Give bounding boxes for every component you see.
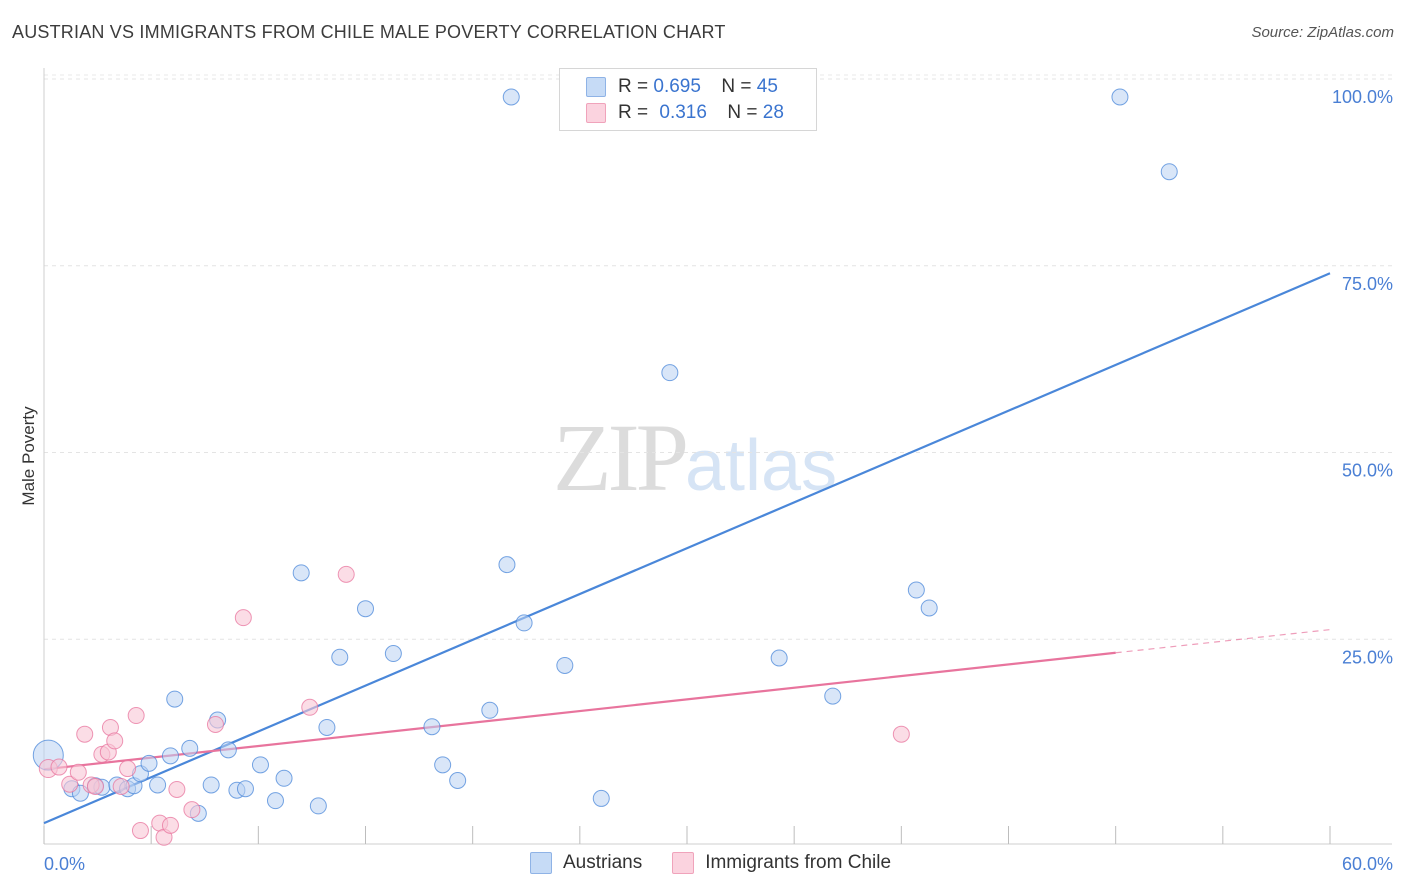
chile-point — [119, 760, 137, 778]
x-tick-label: 60.0% — [1342, 854, 1393, 874]
austrians-point — [481, 701, 499, 719]
chile-point — [301, 698, 319, 716]
austrians-point — [161, 747, 179, 765]
x-tick-label: 0.0% — [44, 854, 85, 874]
austrians-point — [661, 364, 679, 382]
watermark-atlas: atlas — [685, 426, 838, 506]
austrians-point — [202, 776, 220, 794]
austrians-point — [502, 88, 520, 106]
austrians-point — [434, 756, 452, 774]
chile-point — [86, 777, 104, 795]
austrians-point — [181, 739, 199, 757]
chile-point — [112, 777, 130, 795]
tick-labels: 0.0% 60.0% 25.0% 50.0% 75.0% 100.0% Male Pover… — [19, 87, 1393, 874]
grid — [44, 74, 1392, 640]
legend-n-label: N = — [721, 76, 752, 97]
correlation-legend: R = 0.695 N = 45 R = 0.316 N = 28 — [559, 68, 817, 131]
austrians-point — [1160, 163, 1178, 181]
austrians-point — [1111, 88, 1129, 106]
austrians-point — [592, 789, 610, 807]
y-axis-label: Male Poverty — [19, 406, 38, 506]
chart-title: AUSTRIAN VS IMMIGRANTS FROM CHILE MALE P… — [12, 22, 726, 42]
chile-point — [234, 609, 252, 627]
chile-point — [161, 816, 179, 834]
chile-point — [50, 758, 68, 776]
series-legend: Austrians Immigrants from Chile — [530, 852, 921, 874]
austrians-swatch — [586, 77, 606, 97]
austrians-point — [423, 718, 441, 736]
axes — [43, 68, 1392, 845]
data-points — [32, 88, 1178, 846]
austrians-point — [266, 792, 284, 810]
austrians-point — [140, 754, 158, 772]
legend-item-chile[interactable]: Immigrants from Chile — [672, 852, 891, 874]
legend-row-chile: R = 0.316 N = 28 — [586, 100, 784, 126]
austrians-point — [498, 556, 516, 574]
austrians-point — [309, 797, 327, 815]
austrians-point — [907, 581, 925, 599]
chile-point — [168, 780, 186, 798]
watermark-zip: ZIP — [553, 404, 689, 511]
austrians-point — [236, 780, 254, 798]
austrians-point — [449, 772, 467, 790]
chile-point — [131, 822, 149, 840]
austrians-trend-line — [43, 272, 1331, 825]
austrians-point — [275, 769, 293, 787]
legend-r-label: R = — [618, 76, 649, 97]
austrians-point — [292, 564, 310, 582]
legend-row-austrians: R = 0.695 N = 45 — [586, 74, 778, 100]
chile-trend-extension — [1115, 629, 1331, 654]
trend-lines — [43, 272, 1331, 825]
legend-item-austrians[interactable]: Austrians — [530, 852, 642, 874]
chile-swatch — [672, 852, 695, 874]
austrians-point — [219, 741, 237, 759]
legend-r-label: R = — [618, 102, 649, 123]
austrians-point — [770, 649, 788, 667]
austrians-point — [166, 690, 184, 708]
legend-n-label: N = — [727, 102, 758, 123]
y-tick-label: 25.0% — [1342, 647, 1393, 667]
y-tick-label: 100.0% — [1332, 87, 1393, 107]
chile-point — [106, 732, 124, 750]
chile-trend-line — [43, 651, 1116, 771]
legend-label: Austrians — [563, 852, 643, 873]
austrians-point — [515, 614, 533, 632]
y-tick-label: 50.0% — [1342, 461, 1393, 481]
source-label: Source: ZipAtlas.com — [1251, 24, 1394, 41]
austrians-swatch — [530, 852, 552, 874]
chile-point — [61, 775, 79, 793]
chile-point — [76, 725, 94, 743]
chile-point — [892, 725, 910, 743]
y-tick-label: 75.0% — [1342, 274, 1393, 294]
chile-point — [127, 707, 145, 725]
austrians-point — [251, 756, 269, 774]
legend-n-value: 45 — [756, 76, 778, 97]
austrians-point — [824, 687, 842, 705]
austrians-point — [556, 656, 574, 674]
austrians-point — [149, 776, 167, 794]
watermark: ZIPatlas — [553, 402, 837, 513]
chile-point — [69, 763, 87, 781]
chile-point — [206, 715, 224, 733]
legend-r-value: 0.695 — [653, 76, 701, 97]
austrians-point — [318, 718, 336, 736]
chile-swatch — [586, 103, 606, 123]
austrians-point — [331, 648, 349, 666]
legend-label: Immigrants from Chile — [705, 852, 892, 873]
austrians-point — [920, 599, 938, 617]
chile-point — [183, 801, 201, 819]
legend-r-value: 0.316 — [659, 102, 707, 123]
chile-point — [337, 565, 355, 583]
legend-n-value: 28 — [762, 102, 784, 123]
austrians-point — [357, 600, 374, 618]
austrians-point — [384, 645, 402, 663]
